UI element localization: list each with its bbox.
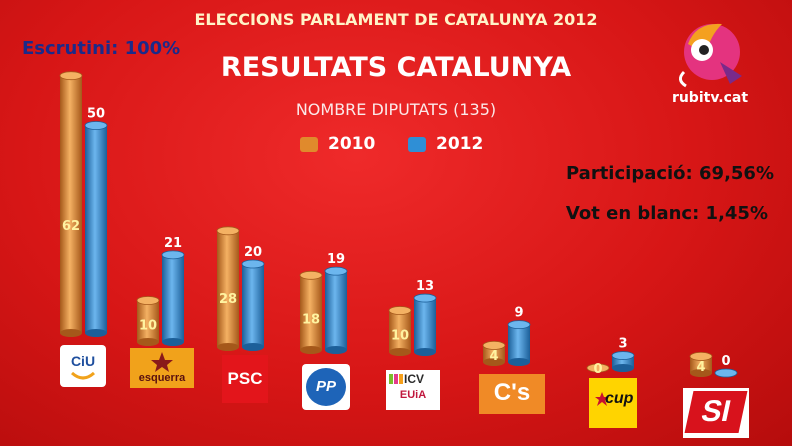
- legend-label-2010: 2010: [328, 134, 376, 154]
- bar-top-pp-2012: [324, 266, 348, 276]
- legend-label-2012: 2012: [436, 134, 484, 154]
- logo-cup: CUP: [589, 378, 637, 428]
- bar-si-2010: [690, 356, 712, 373]
- page-title: ELECCIONS PARLAMENT DE CATALUNYA 2012: [194, 10, 598, 29]
- logo-pp-text: PP: [306, 368, 346, 406]
- main-title: RESULTATS CATALUNYA: [220, 52, 572, 83]
- bar-pp-2010: [300, 275, 322, 350]
- logo-cup-text: CUP: [605, 390, 634, 407]
- bar-ciu-2010: [60, 75, 82, 333]
- bar-pp-2012: [325, 271, 347, 350]
- data-label-cup-2012: 3: [618, 337, 627, 352]
- legend-swatch-2012: [408, 137, 426, 152]
- data-label-c-s-2010: 4: [489, 349, 498, 364]
- chart-title: NOMBRE DIPUTATS (135): [295, 100, 497, 119]
- legend-swatch-2010: [300, 137, 318, 152]
- bar-c-s-2012: [508, 324, 530, 362]
- bar-top-si-2010: [689, 351, 713, 361]
- bar-top-ciu-2012: [84, 121, 108, 130]
- logo-pp: PP: [302, 364, 350, 410]
- bar-top-psc-2012: [241, 259, 265, 269]
- bar-base-c-s-2012: [508, 358, 530, 366]
- data-label-pp-2010: 18: [302, 313, 320, 328]
- logo-esquerra-text: esquerra: [138, 372, 186, 384]
- logo-psc-text: PSC: [227, 369, 263, 388]
- bar-top-icv-euia-2012: [413, 293, 437, 303]
- logo-ciu: CiU: [60, 345, 106, 387]
- blank-vote-stat: Vot en blanc: 1,45%: [565, 203, 768, 224]
- bar-top-c-s-2010: [482, 340, 506, 350]
- bar-base-c-s-2010: [483, 358, 505, 366]
- bar-esquerra-2010: [137, 300, 159, 342]
- brand-name: rubitv.cat: [671, 90, 749, 106]
- data-label-si-2010: 4: [696, 360, 705, 375]
- bar-base-ciu-2010: [60, 329, 82, 337]
- logo-si-text: SI: [684, 391, 748, 433]
- bar-ciu-2012: [85, 125, 107, 333]
- bar-top-cup-2012: [611, 351, 635, 360]
- data-label-si-2012: 0: [721, 354, 730, 369]
- bar-top-icv-euia-2010: [388, 306, 412, 315]
- bar-top-c-s-2012: [507, 320, 531, 330]
- bar-top-si-2012: [714, 368, 738, 378]
- esquerra-star-icon: [151, 352, 173, 372]
- logo-euia-text: EUiA: [399, 389, 427, 401]
- icv-flower-icon: [389, 374, 403, 384]
- bar-esquerra-2012: [162, 254, 184, 342]
- bar-base-ciu-2012: [85, 329, 107, 337]
- logo-icv-text: ICV: [404, 372, 425, 386]
- bar-base-icv-euia-2012: [414, 348, 436, 356]
- logo-psc: PSC: [222, 355, 268, 403]
- logo-cs: C's: [479, 374, 545, 414]
- data-label-psc-2012: 20: [244, 245, 262, 260]
- logo-icv-euia: ICV EUiA: [386, 370, 440, 410]
- logo-ciu-text: CiU: [70, 353, 96, 369]
- data-label-pp-2012: 19: [327, 252, 345, 267]
- bar-c-s-2010: [483, 345, 505, 362]
- logo-cs-text: C's: [493, 379, 531, 406]
- data-label-esquerra-2012: 21: [164, 236, 182, 251]
- logo-si: SI: [683, 388, 749, 438]
- data-label-c-s-2012: 9: [514, 306, 523, 321]
- bar-top-cup-2010: [586, 363, 610, 373]
- bar-base-esquerra-2012: [162, 338, 184, 346]
- ciu-smile-icon: [70, 371, 96, 380]
- bar-psc-2010: [217, 230, 239, 347]
- data-label-psc-2010: 28: [219, 292, 237, 307]
- bar-psc-2012: [242, 264, 264, 347]
- bar-top-psc-2010: [216, 226, 240, 236]
- bar-top-ciu-2010: [59, 71, 83, 81]
- data-label-ciu-2012: 50: [87, 107, 105, 122]
- bar-top-pp-2010: [299, 270, 323, 280]
- bar-icv-euia-2012: [414, 298, 436, 352]
- participation-stat: Participació: 69,56%: [565, 163, 774, 184]
- bar-base-pp-2012: [325, 346, 347, 354]
- scrutiny-label: Escrutini: 100%: [22, 38, 181, 59]
- data-label-icv-euia-2010: 10: [391, 329, 409, 344]
- bar-base-esquerra-2010: [137, 338, 159, 346]
- data-label-esquerra-2010: 10: [139, 319, 157, 334]
- bar-base-psc-2010: [217, 343, 239, 351]
- brand-mascot-icon: [679, 23, 742, 88]
- data-label-ciu-2010: 62: [62, 219, 80, 234]
- bar-top-esquerra-2010: [136, 296, 160, 305]
- data-label-cup-2010: 0: [593, 362, 602, 377]
- logo-esquerra: esquerra: [130, 348, 194, 388]
- bar-base-cup-2012: [612, 364, 634, 372]
- data-label-icv-euia-2012: 13: [416, 279, 434, 294]
- bar-top-esquerra-2012: [161, 250, 185, 260]
- bar-icv-euia-2010: [389, 310, 411, 352]
- bar-base-icv-euia-2010: [389, 348, 411, 356]
- bar-base-psc-2012: [242, 343, 264, 351]
- cup-star-icon: [595, 392, 609, 406]
- bar-base-pp-2010: [300, 346, 322, 354]
- bar-base-si-2010: [690, 369, 712, 377]
- brand-logo[interactable]: rubitv.cat: [666, 14, 754, 114]
